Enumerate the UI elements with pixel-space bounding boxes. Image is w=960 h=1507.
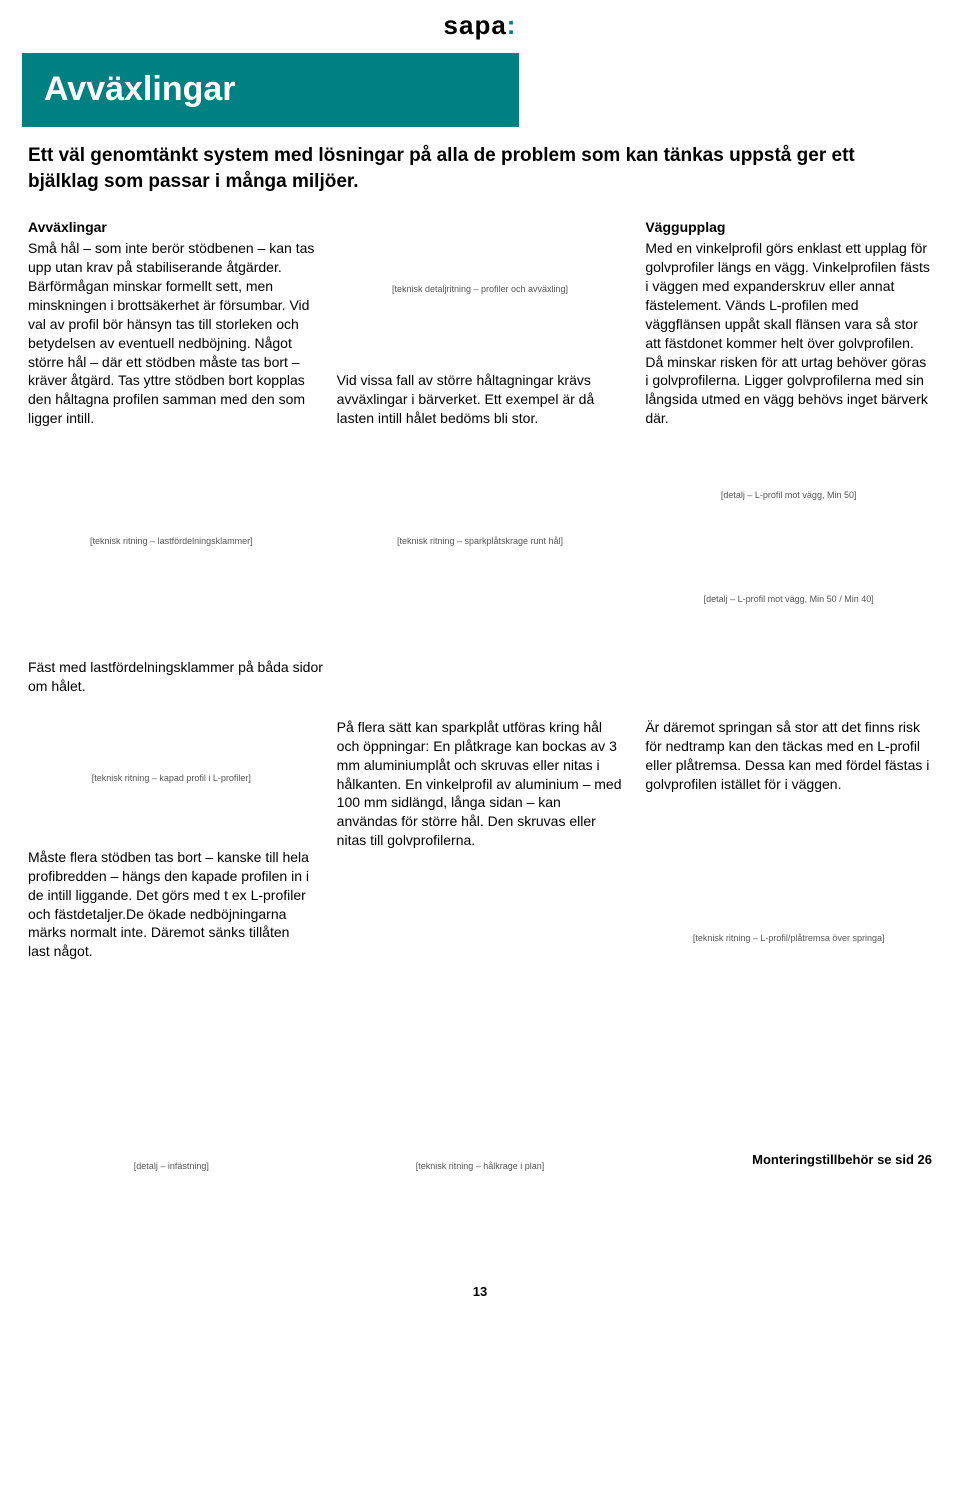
figure-lprofile-a-label: [detalj – L-profil mot vägg, Min 50]	[721, 489, 857, 501]
top-columns: Avväxlingar Små hål – som inte berör stö…	[28, 218, 932, 430]
brand-logo: sapa:	[444, 10, 517, 40]
bottom-figure-row: [detalj – infästning] [teknisk ritning –…	[28, 1091, 932, 1253]
lower-col-3: Är däremot springan så stor att det finn…	[645, 718, 932, 1086]
figure-gap-cover-icon: [teknisk ritning – L-profil/plåtremsa öv…	[645, 803, 932, 1073]
figure-collar-icon: [teknisk ritning – sparkplåtskrage runt …	[337, 456, 624, 626]
figure-clamp-label: [teknisk ritning – lastfördelningsklamme…	[90, 535, 253, 547]
figure-hole-plan-label: [teknisk ritning – hålkrage i plan]	[416, 1160, 545, 1172]
mid-figure-row: [teknisk ritning – lastfördelningsklamme…	[28, 456, 932, 650]
wall-details: [detalj – L-profil mot vägg, Min 50] [de…	[645, 456, 932, 650]
figure-hole-plan-icon: [teknisk ritning – hålkrage i plan]	[337, 1091, 624, 1241]
lower-col1-body: Måste flera stödben tas bort – kanske ti…	[28, 848, 315, 961]
figure-lprofile-b-icon: [detalj – L-profil mot vägg, Min 50 / Mi…	[645, 560, 932, 638]
footnote: Monteringstillbehör se sid 26	[645, 1151, 932, 1169]
figure-cut-profile-label: [teknisk ritning – kapad profil i L-prof…	[92, 772, 251, 784]
page: sapa: Avväxlingar Ett väl genomtänkt sys…	[0, 0, 960, 1321]
figure-lprofile-a-icon: [detalj – L-profil mot vägg, Min 50]	[645, 456, 932, 534]
brand-name: sapa	[444, 10, 507, 40]
lower-columns: [teknisk ritning – kapad profil i L-prof…	[28, 718, 932, 1086]
lower-col3-body: Är däremot springan så stor att det finn…	[645, 718, 932, 794]
col3-heading: Väggupplag	[645, 219, 725, 235]
column-2: [teknisk detaljritning – profiler och av…	[337, 219, 624, 430]
page-title: Avväxlingar	[22, 53, 519, 127]
col1-body: Små hål – som inte berör stödbenen – kan…	[28, 239, 315, 428]
figure-clamp-icon: [teknisk ritning – lastfördelningsklamme…	[28, 456, 315, 626]
figure-fastening-label: [detalj – infästning]	[134, 1160, 209, 1172]
col3-body: Med en vinkelprofil görs enklast ett upp…	[645, 239, 932, 428]
col2-body: Vid vissa fall av större håltagningar kr…	[337, 371, 624, 428]
col1-heading: Avväxlingar	[28, 219, 107, 235]
figure-collar-label: [teknisk ritning – sparkplåtskrage runt …	[397, 535, 563, 547]
column-1: Avväxlingar Små hål – som inte berör stö…	[28, 218, 315, 430]
lower-col-2: På flera sätt kan sparkplåt utföras krin…	[337, 718, 624, 852]
figure-cut-profile-icon: [teknisk ritning – kapad profil i L-prof…	[28, 718, 315, 838]
figure-gap-cover-label: [teknisk ritning – L-profil/plåtremsa öv…	[693, 932, 885, 944]
mid-caption: Fäst med lastfördelningsklammer på båda …	[28, 658, 328, 696]
logo-bar: sapa:	[28, 0, 932, 47]
lower-col2-body: På flera sätt kan sparkplåt utföras krin…	[337, 718, 624, 850]
page-number: 13	[28, 1283, 932, 1301]
intro-text: Ett väl genomtänkt system med lösningar …	[28, 143, 896, 194]
figure-profiles-icon: [teknisk detaljritning – profiler och av…	[337, 219, 624, 359]
figure-fastening-icon: [detalj – infästning]	[28, 1091, 315, 1241]
brand-colon: :	[507, 10, 517, 40]
lower-col-1: [teknisk ritning – kapad profil i L-prof…	[28, 718, 315, 963]
figure-lprofile-b-label: [detalj – L-profil mot vägg, Min 50 / Mi…	[704, 593, 874, 605]
column-3: Väggupplag Med en vinkelprofil görs enkl…	[645, 218, 932, 430]
figure-profiles-label: [teknisk detaljritning – profiler och av…	[392, 283, 568, 295]
